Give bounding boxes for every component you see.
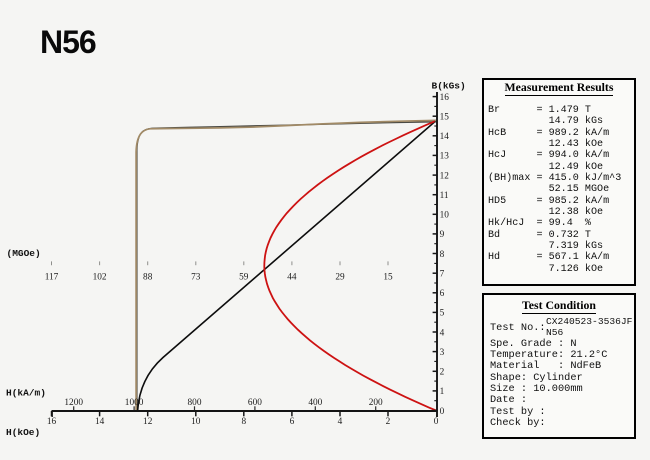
svg-text:59: 59 [239,273,249,283]
svg-text:5: 5 [440,309,445,319]
svg-text:H(kA/m): H(kA/m) [6,388,46,399]
svg-text:15: 15 [440,113,450,123]
svg-text:88: 88 [143,273,153,283]
svg-text:(MGOe): (MGOe) [7,248,41,259]
svg-text:16: 16 [440,93,450,103]
svg-text:4: 4 [338,417,343,427]
svg-text:1200: 1200 [64,398,83,408]
svg-text:1000: 1000 [125,398,144,408]
svg-text:10: 10 [440,211,450,221]
svg-text:2: 2 [440,368,445,378]
svg-text:8: 8 [241,417,246,427]
svg-text:13: 13 [440,152,450,162]
svg-text:12: 12 [143,417,153,427]
svg-text:29: 29 [335,273,345,283]
svg-text:400: 400 [308,398,322,408]
svg-text:B(kGs): B(kGs) [432,81,466,92]
svg-text:11: 11 [440,191,449,201]
svg-text:14: 14 [440,132,450,142]
svg-text:0: 0 [440,407,445,417]
svg-text:15: 15 [383,273,393,283]
svg-text:102: 102 [93,273,107,283]
svg-text:16: 16 [47,417,57,427]
svg-text:1: 1 [440,387,445,397]
svg-text:7: 7 [440,270,445,280]
svg-text:6: 6 [440,289,445,299]
svg-text:14: 14 [95,417,105,427]
svg-text:H(kOe): H(kOe) [6,427,40,438]
svg-text:800: 800 [188,398,202,408]
svg-text:600: 600 [248,398,262,408]
svg-text:0: 0 [434,417,439,427]
svg-text:4: 4 [440,328,445,338]
svg-text:3: 3 [440,348,445,358]
svg-text:2: 2 [386,417,391,427]
svg-text:6: 6 [290,417,295,427]
svg-text:9: 9 [440,230,445,240]
svg-text:10: 10 [191,417,201,427]
svg-text:12: 12 [440,171,450,181]
svg-text:73: 73 [191,273,201,283]
svg-text:200: 200 [369,398,383,408]
svg-text:117: 117 [45,273,59,283]
svg-text:8: 8 [440,250,445,260]
svg-text:44: 44 [287,273,297,283]
